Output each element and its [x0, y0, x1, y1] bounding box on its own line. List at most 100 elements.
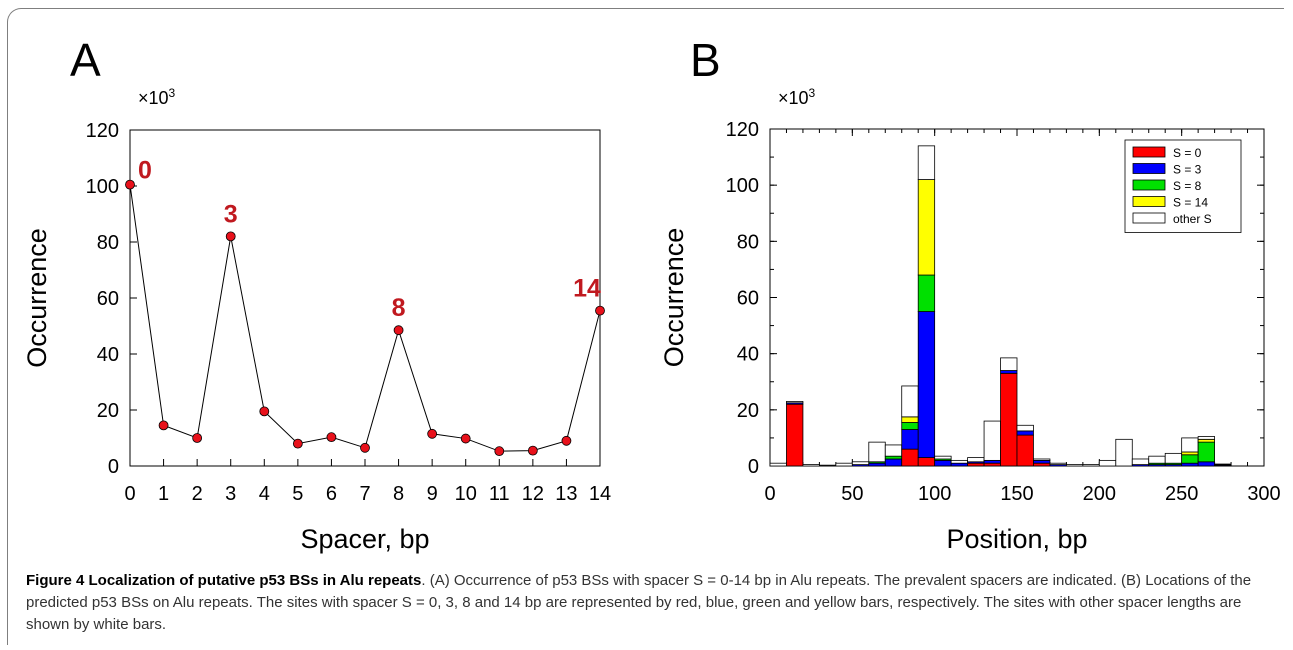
x-tick-label: 9 — [427, 483, 438, 505]
data-annotation: 14 — [573, 275, 601, 303]
y-tick-label: 40 — [97, 344, 119, 366]
bar-segment — [1066, 464, 1084, 467]
legend-label: other S — [1173, 212, 1212, 226]
data-point — [158, 420, 169, 431]
bar-segment — [901, 448, 919, 467]
data-point — [427, 428, 438, 439]
y-tick-label: 20 — [737, 400, 759, 422]
bar-segment — [786, 403, 804, 467]
bar-segment — [917, 311, 936, 458]
bar-segment — [1181, 437, 1199, 453]
data-annotation: 3 — [224, 200, 238, 228]
bar-segment — [1000, 370, 1018, 374]
x-tick-label: 6 — [326, 483, 337, 505]
legend-swatch — [1132, 179, 1166, 191]
bar-segment — [901, 385, 919, 418]
data-point — [561, 435, 572, 446]
bar-segment — [983, 420, 1001, 461]
x-tick-label: 14 — [589, 483, 611, 505]
legend-swatch — [1132, 212, 1166, 224]
bar-segment — [1148, 455, 1166, 464]
y-tick-label: 60 — [737, 288, 759, 310]
bar-segment — [1098, 459, 1117, 467]
legend-swatch — [1132, 163, 1166, 174]
panel-b: B ×103 0 20 40 60 80 100 120 0 50 100 150 200 250 300 Po… — [659, 34, 1281, 554]
bar-segment — [1016, 434, 1034, 467]
data-point — [192, 433, 203, 443]
y-axis-label: Occurrence — [659, 228, 689, 368]
bar-segment — [1131, 458, 1150, 465]
bar-segment — [1214, 463, 1232, 465]
x-tick-label: 250 — [1165, 483, 1198, 505]
data-point — [460, 433, 471, 444]
bar-segment — [884, 455, 903, 460]
bar-segment — [819, 464, 837, 467]
data-point — [527, 445, 538, 456]
bar-segment — [967, 462, 985, 467]
axis-multiplier: ×103 — [778, 86, 816, 108]
legend-swatch — [1132, 196, 1166, 207]
bar-segment — [917, 179, 936, 276]
bar-segment — [1164, 452, 1183, 464]
y-tick-label: 120 — [86, 120, 119, 142]
y-tick-label: 0 — [748, 456, 759, 478]
bar-segment — [884, 444, 903, 457]
y-tick-label: 60 — [97, 288, 119, 310]
bar-segment — [769, 462, 787, 467]
y-tick-label: 100 — [726, 175, 759, 197]
legend-label: S = 14 — [1173, 196, 1208, 210]
legend-swatch — [1132, 146, 1166, 158]
x-tick-label: 2 — [192, 483, 203, 505]
legend-label: S = 3 — [1173, 163, 1202, 177]
bar-segment — [1115, 438, 1133, 467]
bar-segment — [950, 459, 969, 464]
bar-segment — [901, 429, 919, 450]
bar-segment — [1000, 357, 1018, 371]
legend-label: S = 0 — [1173, 146, 1202, 160]
y-tick-label: 80 — [737, 231, 759, 253]
y-axis-label: Occurrence — [22, 228, 52, 368]
x-tick-label: 8 — [393, 483, 404, 505]
legend-label: S = 8 — [1173, 179, 1202, 193]
x-tick-label: 3 — [225, 483, 236, 505]
bar-segment — [802, 464, 820, 467]
x-tick-label: 0 — [764, 483, 775, 505]
data-point — [360, 442, 370, 453]
bar-segment — [1016, 430, 1034, 436]
data-point — [292, 438, 303, 449]
data-annotation: 8 — [392, 294, 406, 322]
bar-segment — [1033, 458, 1051, 461]
figure-caption: Figure 4 Localization of putative p53 BS… — [26, 570, 1271, 636]
axis-multiplier: ×103 — [138, 86, 176, 108]
x-tick-label: 200 — [1083, 483, 1116, 505]
data-annotation: 0 — [138, 157, 152, 185]
bar-segment — [884, 458, 903, 467]
bar-segment — [1181, 454, 1199, 464]
bar-segment — [917, 145, 936, 180]
bar-segment — [1000, 372, 1018, 467]
series-line — [129, 184, 601, 452]
bar-segment — [967, 457, 985, 463]
y-tick-label: 40 — [737, 344, 759, 366]
x-tick-label: 4 — [259, 483, 270, 505]
bar-segment — [1197, 436, 1215, 440]
figure-frame — [7, 8, 1284, 645]
bar-segment — [934, 459, 952, 467]
bar-segment — [917, 457, 936, 467]
data-point — [259, 406, 270, 417]
y-tick-label: 120 — [726, 119, 759, 141]
bar-segment — [786, 401, 804, 404]
bar-segment — [868, 462, 886, 467]
bar-segment — [950, 462, 969, 467]
data-point — [494, 446, 505, 457]
data-point — [393, 325, 404, 336]
x-tick-label: 5 — [292, 483, 303, 505]
x-tick-label: 12 — [522, 483, 544, 505]
bar-segment — [983, 462, 1001, 467]
y-tick-label: 0 — [108, 456, 119, 478]
data-point — [595, 305, 605, 316]
bar-segment — [1197, 438, 1215, 443]
y-tick-label: 100 — [86, 176, 119, 198]
bar-segment — [851, 461, 870, 465]
